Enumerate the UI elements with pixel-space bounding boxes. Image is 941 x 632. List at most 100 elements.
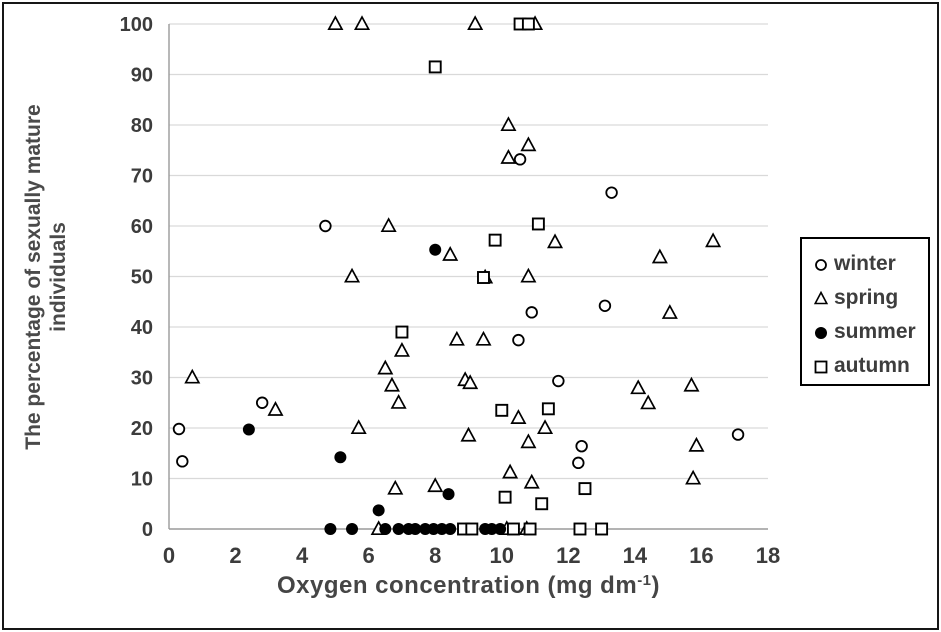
point-spring xyxy=(442,245,459,261)
point-summer xyxy=(379,523,392,535)
point-spring xyxy=(427,477,444,493)
point-spring xyxy=(683,376,700,392)
y-tick-label: 60 xyxy=(131,216,153,238)
x-tick-label: 6 xyxy=(363,543,375,568)
point-autumn xyxy=(495,403,509,417)
x-axis-label-text: Oxygen concentration (mg dm xyxy=(276,572,638,599)
point-spring xyxy=(462,374,479,390)
point-summer xyxy=(409,523,422,535)
point-spring xyxy=(520,267,537,283)
point-winter xyxy=(552,374,565,388)
legend-item-spring: spring xyxy=(812,281,928,315)
y-tick-label: 70 xyxy=(131,166,153,188)
open-circle-icon xyxy=(812,255,832,273)
y-axis-label-line2: individuals xyxy=(47,222,70,332)
point-spring xyxy=(327,15,344,31)
point-spring xyxy=(267,401,284,416)
point-spring xyxy=(502,463,519,479)
point-spring xyxy=(630,379,647,395)
open-square-icon xyxy=(812,357,832,375)
x-tick-label: 18 xyxy=(756,543,780,568)
legend-item-summer: summer xyxy=(812,315,928,349)
point-spring xyxy=(705,232,722,248)
open-triangle-icon xyxy=(812,289,832,307)
legend-label: spring xyxy=(834,286,899,309)
point-winter xyxy=(172,422,186,436)
point-winter xyxy=(513,153,527,166)
x-axis-label-suffix: ) xyxy=(651,572,661,599)
x-tick-label: 14 xyxy=(623,543,648,568)
y-tick-label: 30 xyxy=(131,368,153,390)
y-axis-label: The percentage of sexually mature indivi… xyxy=(21,17,73,537)
point-spring xyxy=(685,469,702,485)
point-winter xyxy=(575,439,588,453)
point-winter xyxy=(525,306,538,319)
point-spring xyxy=(475,330,492,346)
point-autumn xyxy=(595,522,609,536)
point-winter xyxy=(255,396,269,409)
point-spring xyxy=(383,376,400,392)
point-winter xyxy=(572,456,585,470)
point-autumn xyxy=(521,17,535,31)
point-spring xyxy=(393,341,410,357)
point-autumn xyxy=(531,217,545,231)
y-tick-label: 10 xyxy=(131,469,153,491)
point-autumn xyxy=(477,271,490,284)
legend-item-autumn: autumn xyxy=(812,349,928,383)
y-tick-label: 100 xyxy=(120,14,153,36)
x-axis-label-superscript: -1 xyxy=(637,572,652,589)
y-axis-label-line1: The percentage of sexually mature xyxy=(22,104,45,450)
y-tick-label: 90 xyxy=(131,65,153,87)
point-summer xyxy=(346,523,359,535)
point-spring xyxy=(390,393,407,409)
point-autumn xyxy=(573,522,587,536)
point-summer xyxy=(427,523,440,535)
point-spring xyxy=(467,15,484,31)
y-tick-label: 0 xyxy=(142,519,153,541)
x-tick-label: 8 xyxy=(429,543,441,568)
filled-circle-icon xyxy=(812,323,832,341)
point-spring xyxy=(688,436,705,452)
y-tick-label: 40 xyxy=(131,317,153,339)
point-spring xyxy=(651,248,668,264)
point-winter xyxy=(512,333,525,347)
point-spring xyxy=(387,479,404,495)
point-autumn xyxy=(506,522,520,536)
point-autumn xyxy=(498,490,512,504)
legend-label: summer xyxy=(834,320,916,343)
point-spring xyxy=(460,426,477,442)
point-autumn xyxy=(465,522,479,536)
x-tick-label: 10 xyxy=(490,543,514,568)
x-tick-label: 0 xyxy=(163,543,175,568)
point-autumn xyxy=(578,482,592,496)
point-spring xyxy=(546,233,564,249)
point-summer xyxy=(392,523,405,535)
point-spring xyxy=(523,473,540,489)
x-tick-label: 2 xyxy=(229,543,241,568)
legend-label: autumn xyxy=(834,354,910,377)
point-summer xyxy=(324,523,337,535)
point-spring xyxy=(353,15,371,31)
point-spring xyxy=(500,149,517,164)
point-spring xyxy=(640,394,657,410)
point-summer xyxy=(435,523,448,535)
point-spring xyxy=(510,409,527,424)
y-tick-label: 80 xyxy=(131,115,153,137)
point-spring xyxy=(380,217,397,233)
point-spring xyxy=(184,368,201,384)
legend-label: winter xyxy=(834,252,896,275)
point-spring xyxy=(448,330,465,346)
point-spring xyxy=(520,136,537,152)
x-tick-label: 12 xyxy=(556,543,580,568)
point-spring xyxy=(537,419,554,435)
point-winter xyxy=(176,455,189,468)
point-summer xyxy=(444,523,457,535)
point-summer xyxy=(334,451,347,464)
point-winter xyxy=(605,186,618,199)
point-spring xyxy=(661,304,678,319)
x-axis-label: Oxygen concentration (mg dm-1) xyxy=(169,572,768,600)
legend-item-winter: winter xyxy=(812,247,928,281)
point-summer xyxy=(485,523,498,535)
point-autumn xyxy=(428,60,442,74)
